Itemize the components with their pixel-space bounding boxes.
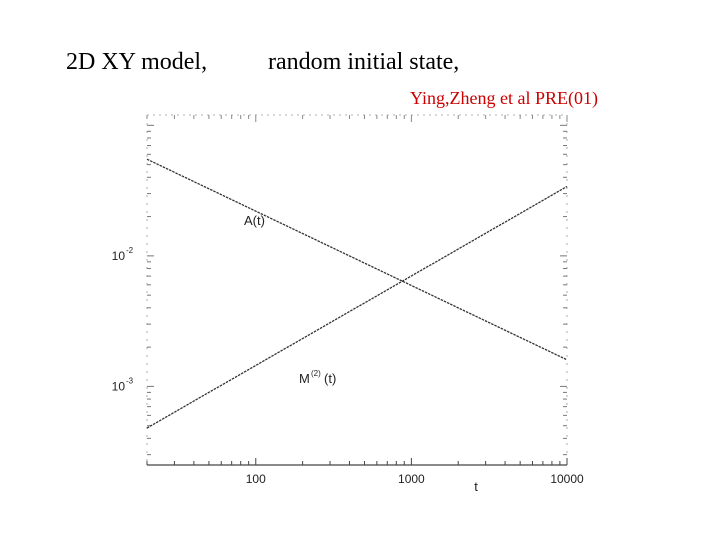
series-lines [146, 158, 568, 429]
y-tick-label: 10 [112, 249, 126, 263]
x-tick-label: 10000 [550, 472, 584, 486]
series-labels: A(t) M (2) (t) [244, 213, 336, 386]
y-tick-label: 10 [112, 379, 126, 393]
y-tick-exponent: -2 [126, 246, 134, 255]
tick-marks [146, 115, 568, 465]
series-line [146, 185, 568, 429]
y-tick-exponent: -3 [126, 376, 134, 385]
x-tick-label: 1000 [398, 472, 425, 486]
plot-frame [146, 114, 568, 466]
series-line [146, 158, 568, 361]
series-label-m-superscript: (2) [311, 369, 321, 378]
heading-model: 2D XY model, [66, 49, 208, 75]
heading-initial-state: random initial state, [268, 49, 460, 75]
x-axis-label: t [474, 479, 478, 494]
reference-citation: Ying,Zheng et al PRE(01) [410, 88, 598, 108]
series-label-m: M [299, 371, 310, 386]
series-label-a: A(t) [244, 213, 265, 228]
x-tick-label: 100 [246, 472, 266, 486]
series-label-m-argument: (t) [324, 371, 336, 386]
